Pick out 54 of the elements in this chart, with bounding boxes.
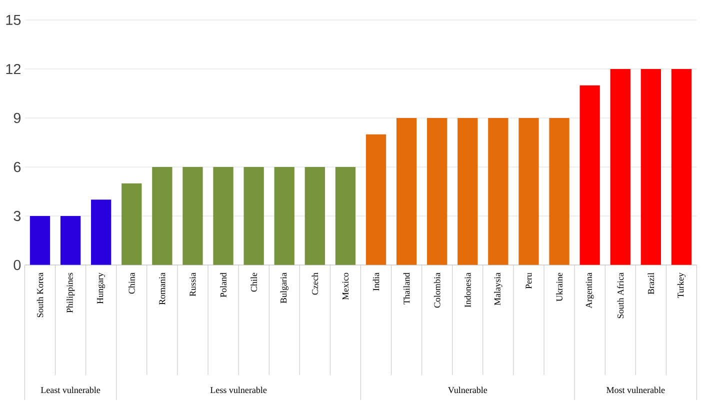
x-tick-label: Russia bbox=[190, 272, 196, 296]
bar bbox=[671, 69, 692, 265]
bar bbox=[396, 118, 417, 265]
x-tick-label: Thailand bbox=[403, 272, 410, 304]
bar bbox=[549, 118, 570, 265]
y-tick-label: 9 bbox=[14, 112, 21, 124]
y-tick-label: 0 bbox=[14, 260, 21, 270]
x-tick-label: Ukraine bbox=[556, 272, 562, 302]
x-tick-label: Brazil bbox=[648, 272, 654, 294]
x-tick-label: Philippines bbox=[66, 272, 75, 313]
bar bbox=[213, 167, 234, 265]
x-tick-label: Bulgaria bbox=[280, 272, 288, 304]
bar bbox=[518, 118, 539, 265]
x-tick-label: Czech bbox=[312, 272, 318, 295]
x-tick-label: Malaysia bbox=[494, 272, 502, 306]
x-tick-label: Peru bbox=[526, 272, 532, 289]
bar bbox=[580, 85, 600, 265]
x-tick-label: South Korea bbox=[36, 272, 44, 318]
bar bbox=[304, 167, 325, 265]
bar bbox=[152, 167, 172, 265]
y-tick-label: 12 bbox=[6, 64, 20, 74]
bar bbox=[488, 118, 508, 265]
bar bbox=[30, 216, 50, 265]
x-tick-label: Poland bbox=[220, 272, 226, 298]
x-tick-label: India bbox=[372, 272, 380, 291]
text: Most vulnerable bbox=[606, 386, 665, 394]
bar bbox=[274, 167, 294, 265]
x-tick-label: Chile bbox=[250, 272, 257, 292]
bar bbox=[244, 167, 264, 265]
bar bbox=[335, 167, 356, 265]
x-tick-label: Mexico bbox=[342, 272, 348, 300]
bar bbox=[60, 216, 81, 265]
x-tick-label: Turkey bbox=[677, 272, 686, 298]
y-tick-label: 6 bbox=[14, 162, 21, 172]
y-tick-label: 15 bbox=[6, 14, 21, 26]
x-tick-label: Hungary bbox=[97, 272, 106, 304]
bar bbox=[182, 167, 203, 265]
x-tick-label: Indonesia bbox=[464, 272, 471, 308]
x-tick-label: South Africa bbox=[617, 272, 624, 318]
bar bbox=[458, 118, 478, 265]
bar bbox=[122, 183, 142, 265]
x-tick-label: Romania bbox=[159, 272, 166, 305]
text: Less vulnerable bbox=[210, 386, 267, 394]
bar bbox=[610, 69, 630, 265]
bar bbox=[640, 69, 661, 265]
x-tick-label: Colombia bbox=[434, 272, 440, 308]
text: Vulnerable bbox=[448, 386, 488, 394]
x-tick-label: Argentina bbox=[586, 272, 594, 308]
text: Least vulnerable bbox=[40, 386, 100, 394]
bar bbox=[366, 134, 386, 265]
y-tick-label: 3 bbox=[14, 210, 21, 222]
bar bbox=[91, 200, 112, 265]
bar bbox=[427, 118, 448, 265]
x-tick-label: China bbox=[128, 272, 135, 294]
